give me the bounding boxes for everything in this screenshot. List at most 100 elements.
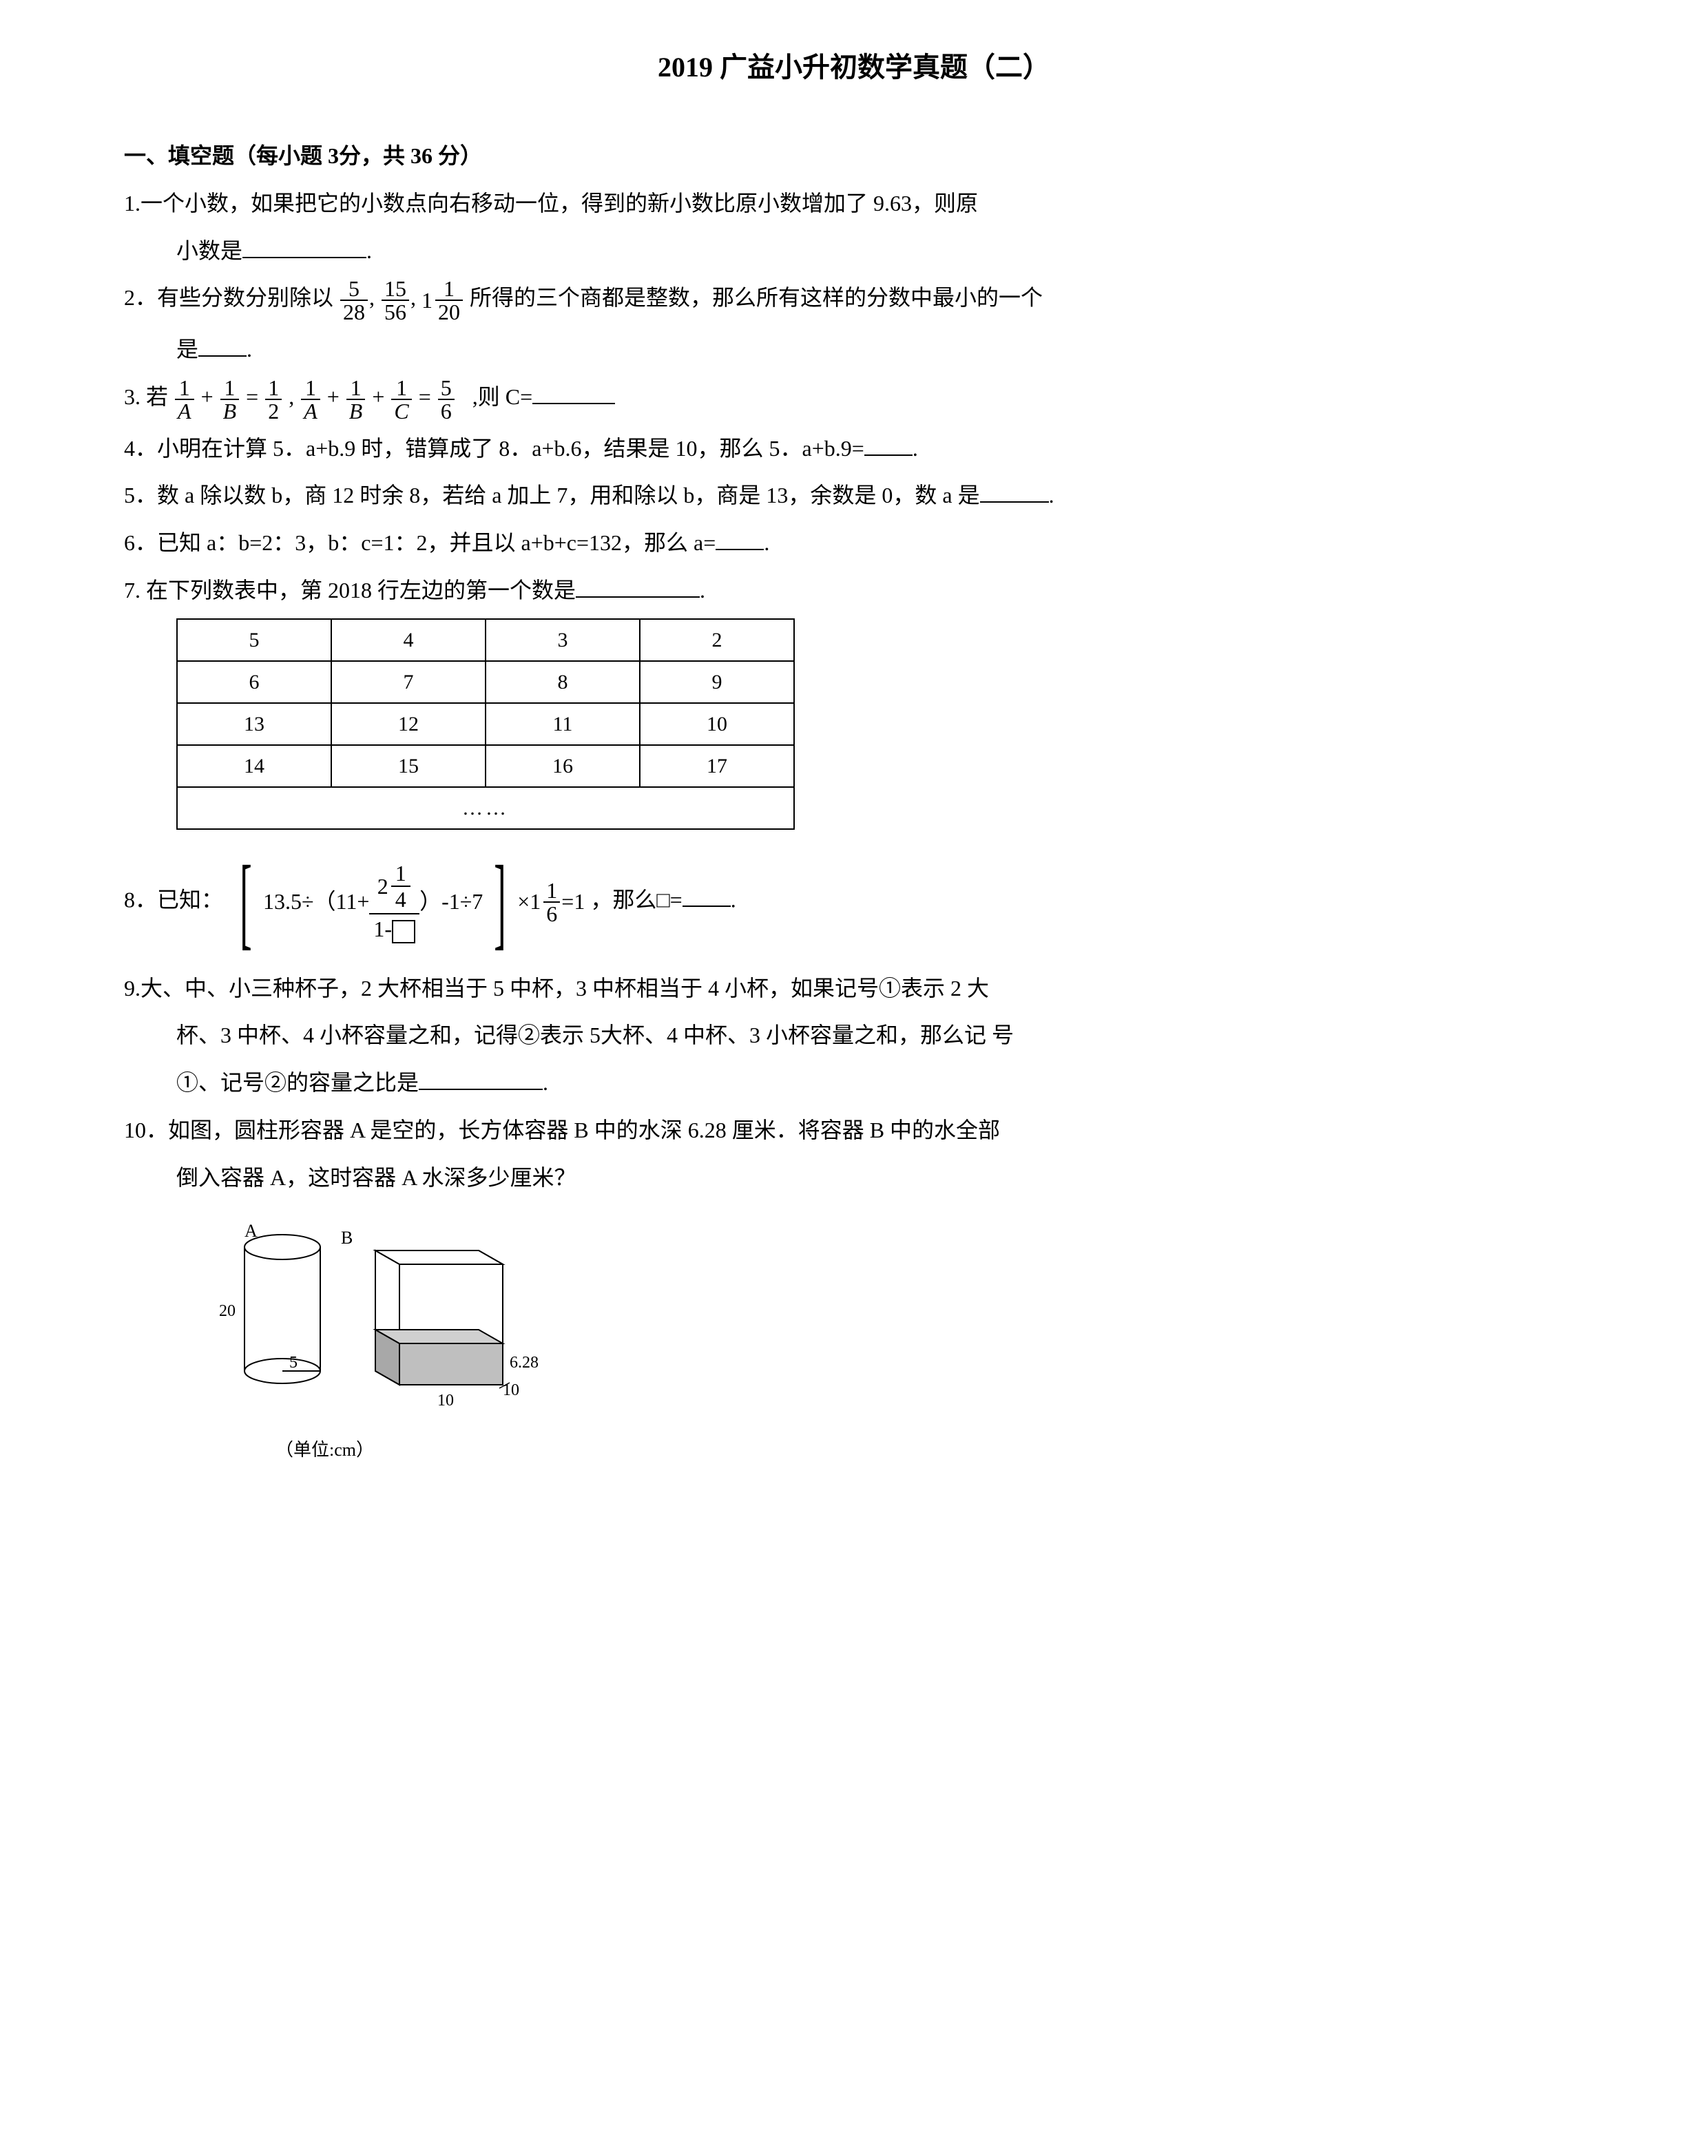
q2-line2a: 是 <box>176 337 198 362</box>
q1-period: . <box>366 238 372 263</box>
label-A: A <box>244 1221 258 1241</box>
q7-blank <box>576 572 700 598</box>
q8-inner-a: 13.5÷（11+ <box>263 881 369 923</box>
q4-text: 4．小明在计算 5．a+b.9 时，错算成了 8．a+b.6，结果是 10，那么… <box>124 436 864 461</box>
q4-blank <box>864 430 913 455</box>
q2-mixed: 1120 <box>421 278 464 323</box>
q8-eq: =1 <box>561 881 585 923</box>
q8-inner-b: ）-1÷7 <box>419 881 483 923</box>
table-cell: 14 <box>177 745 331 787</box>
q8-blank <box>683 881 731 907</box>
q1-text-a: 1.一个小数，如果把它的小数点向右移动一位，得到的新小数比原小数增加了 9.63… <box>124 191 978 216</box>
q3-1A2: 1A <box>301 377 320 422</box>
q2-period: . <box>247 337 252 362</box>
question-6: 6．已知 a：b=2：3，b：c=1：2，并且以 a+b+c=132，那么 a=… <box>124 522 1584 564</box>
q8-bigfrac-den: 1- <box>369 914 419 945</box>
q2-f2-den: 56 <box>382 301 409 323</box>
question-9-l3: ①、记号②的容量之比是. <box>124 1062 1584 1104</box>
table-dots: …… <box>177 787 794 829</box>
q8-equation: [ 13.5÷（11+ 214 1- ）-1÷7 ] × 116 =1 <box>229 850 585 954</box>
table-cell: 5 <box>177 619 331 661</box>
q10-diagram: A 20 5 B 6.28 10 10 <box>207 1213 551 1433</box>
q9-period: . <box>543 1070 548 1095</box>
q1-text-b: 小数是 <box>176 238 242 263</box>
question-4: 4．小明在计算 5．a+b.9 时，错算成了 8．a+b.6，结果是 10，那么… <box>124 428 1584 470</box>
q8-period: . <box>731 887 736 912</box>
q3-half: 12 <box>265 377 282 422</box>
q6-blank <box>716 525 764 550</box>
q3-blank <box>532 379 615 404</box>
question-7: 7. 在下列数表中，第 2018 行左边的第一个数是. <box>124 569 1584 611</box>
table-cell: 10 <box>640 703 794 745</box>
q7-table: 5432 6789 13121110 14151617 …… <box>176 618 795 830</box>
question-5: 5．数 a 除以数 b，商 12 时余 8，若给 a 加上 7，用和除以 b，商… <box>124 474 1584 516</box>
q5-period: . <box>1049 483 1054 507</box>
table-cell: 13 <box>177 703 331 745</box>
section-1-heading: 一、填空题（每小题 3分，共 36 分） <box>124 135 1584 177</box>
q4-period: . <box>913 436 918 461</box>
table-row: 6789 <box>177 661 794 703</box>
q2-lead: 2．有些分数分别除以 <box>124 285 333 310</box>
q7-text: 7. 在下列数表中，第 2018 行左边的第一个数是 <box>124 578 576 603</box>
table-row-dots: …… <box>177 787 794 829</box>
table-cell: 17 <box>640 745 794 787</box>
label-B: B <box>341 1228 353 1248</box>
table-cell: 7 <box>331 661 486 703</box>
table-cell: 9 <box>640 661 794 703</box>
question-1: 1.一个小数，如果把它的小数点向右移动一位，得到的新小数比原小数增加了 9.63… <box>124 182 1584 224</box>
q2-mix-whole: 1 <box>421 280 433 322</box>
label-r5: 5 <box>289 1354 298 1372</box>
question-8: 8．已知： [ 13.5÷（11+ 214 1- ）-1÷7 ] × 116 =… <box>124 850 1584 954</box>
q8-mix-den: 6 <box>543 903 560 925</box>
q3-1A: 1A <box>175 377 194 422</box>
label-w10: 10 <box>437 1392 454 1410</box>
q2-f2-num: 15 <box>382 278 409 301</box>
q3-lead: 3. 若 <box>124 384 168 409</box>
question-2: 2．有些分数分别除以 528, 1556, 1120 所得的三个商都是整数，那么… <box>124 277 1584 323</box>
q2-tail: 所得的三个商都是整数，那么所有这样的分数中最小的一个 <box>470 285 1043 310</box>
q8-mix-num: 1 <box>543 879 560 903</box>
question-9-l1: 9.大、中、小三种杯子，2 大杯相当于 5 中杯，3 中杯相当于 4 小杯，如果… <box>124 967 1584 1009</box>
page-title: 2019 广益小升初数学真题（二） <box>124 41 1584 94</box>
q3-1C: 1C <box>391 377 411 422</box>
q8-bigfrac: 214 1- <box>369 859 419 945</box>
q1-blank <box>242 232 366 258</box>
table-cell: 4 <box>331 619 486 661</box>
q7-period: . <box>700 578 705 603</box>
diagram-unit-label: （单位:cm） <box>275 1433 1584 1467</box>
q5-blank <box>980 477 1049 503</box>
label-h20: 20 <box>219 1302 236 1320</box>
table-cell: 8 <box>486 661 640 703</box>
q3-56: 56 <box>438 377 455 422</box>
table-cell: 2 <box>640 619 794 661</box>
q8-tail-a: ，那么□= <box>590 887 682 912</box>
q9-blank <box>419 1065 543 1090</box>
q3-1B: 1B <box>220 377 240 422</box>
table-cell: 12 <box>331 703 486 745</box>
question-2-cont: 是. <box>124 328 1584 370</box>
q2-f1-den: 28 <box>340 301 368 323</box>
q6-period: . <box>764 530 769 555</box>
q5-text: 5．数 a 除以数 b，商 12 时余 8，若给 a 加上 7，用和除以 b，商… <box>124 483 980 507</box>
q8-mixed: 116 <box>530 879 561 925</box>
q3-mid: ,则 C= <box>472 384 532 409</box>
q8-mix-whole: 1 <box>530 881 541 923</box>
right-bracket-icon: ] <box>494 850 506 954</box>
q9-l3a: ①、记号②的容量之比是 <box>176 1070 419 1095</box>
label-d10: 10 <box>503 1381 519 1399</box>
table-cell: 3 <box>486 619 640 661</box>
table-cell: 11 <box>486 703 640 745</box>
question-1-cont: 小数是. <box>124 230 1584 272</box>
label-water: 6.28 <box>510 1354 539 1372</box>
q2-comma2: , <box>410 285 416 310</box>
q2-blank <box>198 331 247 357</box>
table-row: 5432 <box>177 619 794 661</box>
question-10-l2: 倒入容器 A，这时容器 A 水深多少厘米？ <box>124 1157 1584 1199</box>
question-9-l2: 杯、3 中杯、4 小杯容量之和，记得②表示 5大杯、4 中杯、3 小杯容量之和，… <box>124 1014 1584 1056</box>
question-3: 3. 若 1A + 1B = 12 , 1A + 1B + 1C = 56 ,则… <box>124 376 1584 422</box>
q8-times: × <box>517 881 530 923</box>
unknown-box-icon <box>392 920 415 943</box>
table-cell: 15 <box>331 745 486 787</box>
table-row: 14151617 <box>177 745 794 787</box>
q2-comma1: , <box>369 285 375 310</box>
